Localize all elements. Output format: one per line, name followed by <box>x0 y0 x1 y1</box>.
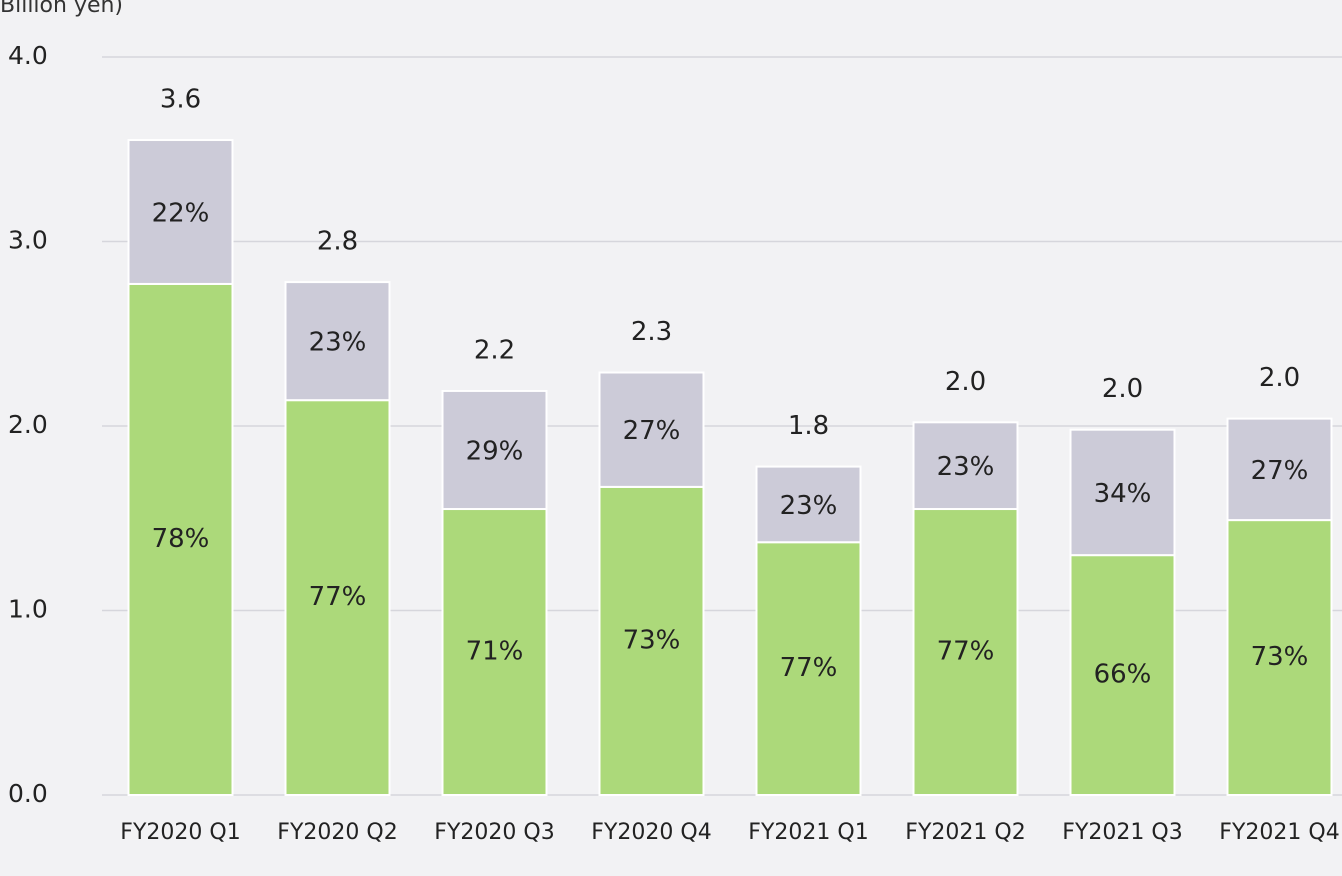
segment-label: 27% <box>623 416 681 446</box>
segment-label: 34% <box>1094 479 1152 509</box>
x-tick-label: FY2020 Q1 <box>120 820 240 845</box>
bar-segment <box>755 465 862 544</box>
total-label: 2.2 <box>474 335 515 365</box>
bar-segment <box>441 508 548 796</box>
y-axis-title: Billion yen) <box>0 0 123 18</box>
x-tick-label: FY2021 Q2 <box>905 820 1025 845</box>
segment-label: 71% <box>466 637 524 667</box>
segment-label: 73% <box>1251 642 1309 672</box>
x-tick-label: FY2020 Q3 <box>434 820 554 845</box>
total-label: 1.8 <box>788 411 829 441</box>
bar-segment <box>1069 428 1176 557</box>
segment-label: 27% <box>1251 456 1309 486</box>
segment-label: 78% <box>152 524 210 554</box>
y-tick-label: 2.0 <box>8 410 48 439</box>
total-label: 2.0 <box>945 367 986 397</box>
bar-segment <box>441 389 548 511</box>
x-tick-label: FY2021 Q1 <box>748 820 868 845</box>
x-tick-label: FY2021 Q3 <box>1062 820 1182 845</box>
total-label: 2.8 <box>317 227 358 257</box>
total-label: 3.6 <box>160 85 201 115</box>
bar-segment <box>284 399 391 796</box>
total-label: 2.0 <box>1259 363 1300 393</box>
total-label: 2.3 <box>631 317 672 347</box>
segment-label: 29% <box>466 436 524 466</box>
segment-label: 77% <box>309 582 367 612</box>
segment-label: 23% <box>309 328 367 358</box>
segment-label: 73% <box>623 625 681 655</box>
bar-segment <box>1069 554 1176 797</box>
x-tick-label: FY2021 Q4 <box>1219 820 1339 845</box>
segment-label: 23% <box>780 491 838 521</box>
segment-label: 77% <box>937 637 995 667</box>
y-tick-label: 3.0 <box>8 226 48 255</box>
bar-segment <box>1226 417 1333 522</box>
segment-label: 77% <box>780 653 838 683</box>
bar-segment <box>912 421 1019 511</box>
bar-segment <box>598 371 705 488</box>
segment-label: 22% <box>152 198 210 228</box>
y-tick-label: 0.0 <box>8 779 48 808</box>
bar-segment <box>127 139 234 285</box>
x-tick-label: FY2020 Q2 <box>277 820 397 845</box>
x-tick-label: FY2020 Q4 <box>591 820 711 845</box>
segment-label: 23% <box>937 452 995 482</box>
y-tick-label: 4.0 <box>8 41 48 70</box>
y-tick-label: 1.0 <box>8 595 48 624</box>
segment-label: 66% <box>1094 660 1152 690</box>
bar-segment <box>284 281 391 402</box>
bar-segment <box>755 541 862 796</box>
bar-segment <box>912 508 1019 796</box>
total-label: 2.0 <box>1102 374 1143 404</box>
bar-segment <box>127 282 234 796</box>
